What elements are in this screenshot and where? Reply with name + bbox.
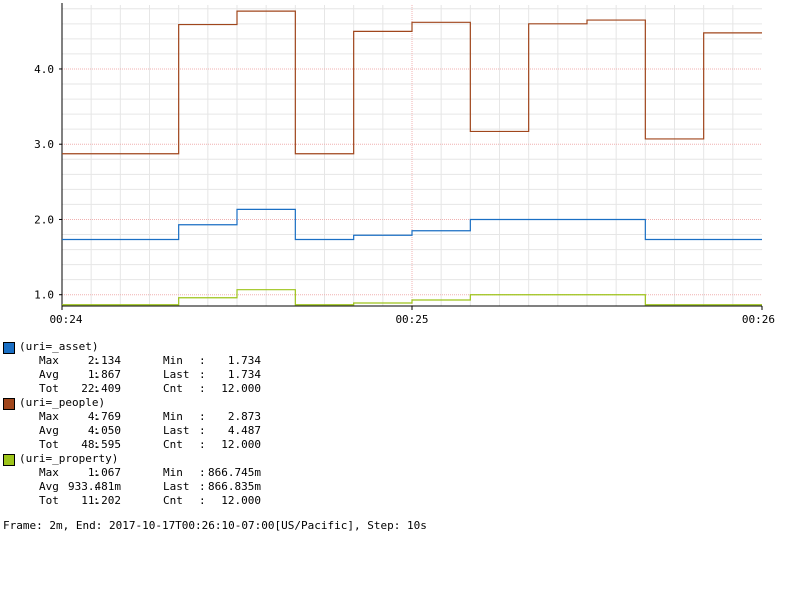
x-tick-label: 00:25	[395, 313, 428, 326]
legend-swatch-property	[3, 454, 15, 466]
legend-stat-row: Tot : 22.409 Cnt : 12.000	[3, 382, 261, 396]
stat-label: Max	[39, 354, 59, 367]
stat-colon: :	[199, 480, 206, 493]
legend-stat-row: Max : 2.134 Min : 1.734	[3, 354, 261, 368]
legend-stat-row: Max : 1.067 Min : 866.745m	[3, 466, 261, 480]
stat-colon: :	[199, 494, 206, 507]
legend-series-property: (uri=_property) Max : 1.067 Min : 866.74…	[3, 452, 783, 508]
legend-stat-row: Avg : 4.050 Last : 4.487	[3, 424, 261, 438]
stat-value: 866.745m	[208, 466, 261, 479]
footer-summary: Frame: 2m, End: 2017-10-17T00:26:10-07:0…	[3, 519, 427, 532]
y-tick-label: 4.0	[34, 63, 54, 76]
stat-value: 1.734	[227, 354, 261, 367]
stat-colon: :	[199, 438, 206, 451]
legend-series-name: (uri=_people)	[19, 396, 106, 409]
stat-colon: :	[93, 354, 100, 367]
stat-colon: :	[199, 382, 206, 395]
stat-label: Tot	[39, 494, 59, 507]
stat-value: 2.134	[87, 354, 121, 367]
stat-colon: :	[93, 424, 100, 437]
series-line-1	[62, 10, 762, 155]
stat-value: 933.481m	[68, 480, 121, 493]
legend-series-name: (uri=_asset)	[19, 340, 99, 353]
series-line-0	[62, 208, 762, 241]
stat-label: Last	[163, 424, 190, 437]
chart: 1.0 2.0 3.0 4.0 00:24 00:25 00:26	[34, 3, 775, 326]
x-tick-label: 00:24	[49, 313, 82, 326]
legend-stat-row: Tot : 11.202 Cnt : 12.000	[3, 494, 261, 508]
y-tick-label: 3.0	[34, 138, 54, 151]
stat-label: Min	[163, 354, 183, 367]
stat-colon: :	[93, 480, 100, 493]
stat-value: 4.050	[87, 424, 121, 437]
stat-value: 11.202	[81, 494, 121, 507]
legend: (uri=_asset) Max : 2.134 Min : 1.734 Avg…	[3, 340, 783, 508]
legend-swatch-people	[3, 398, 15, 410]
stat-colon: :	[199, 410, 206, 423]
stat-colon: :	[199, 466, 206, 479]
stat-colon: :	[93, 382, 100, 395]
stat-label: Cnt	[163, 438, 183, 451]
legend-series-people: (uri=_people) Max : 4.769 Min : 2.873 Av…	[3, 396, 783, 452]
stat-label: Last	[163, 480, 190, 493]
stat-colon: :	[199, 368, 206, 381]
stat-value: 48.595	[81, 438, 121, 451]
stat-label: Min	[163, 410, 183, 423]
stat-value: 4.769	[87, 410, 121, 423]
legend-stat-row: Avg : 933.481m Last : 866.835m	[3, 480, 261, 494]
legend-stat-row: Tot : 48.595 Cnt : 12.000	[3, 438, 261, 452]
legend-stat-row: Max : 4.769 Min : 2.873	[3, 410, 261, 424]
stat-value: 12.000	[221, 494, 261, 507]
stat-label: Min	[163, 466, 183, 479]
y-tick-label: 2.0	[34, 213, 54, 226]
stat-colon: :	[93, 410, 100, 423]
legend-series-name: (uri=_property)	[19, 452, 119, 465]
stat-value: 12.000	[221, 438, 261, 451]
stat-label: Tot	[39, 382, 59, 395]
stat-value: 1.867	[87, 368, 121, 381]
stat-label: Cnt	[163, 494, 183, 507]
stat-value: 866.835m	[208, 480, 261, 493]
stat-label: Last	[163, 368, 190, 381]
stat-label: Avg	[39, 424, 59, 437]
stat-value: 1.734	[227, 368, 261, 381]
stat-colon: :	[93, 494, 100, 507]
stat-label: Max	[39, 466, 59, 479]
stat-label: Avg	[39, 368, 59, 381]
stat-value: 1.067	[87, 466, 121, 479]
legend-swatch-asset	[3, 342, 15, 354]
stat-label: Avg	[39, 480, 59, 493]
stat-colon: :	[199, 354, 206, 367]
stat-label: Cnt	[163, 382, 183, 395]
y-tick-label: 1.0	[34, 289, 54, 302]
stat-value: 2.873	[227, 410, 261, 423]
legend-stat-row: Avg : 1.867 Last : 1.734	[3, 368, 261, 382]
stat-value: 12.000	[221, 382, 261, 395]
legend-series-asset: (uri=_asset) Max : 2.134 Min : 1.734 Avg…	[3, 340, 783, 396]
stat-label: Max	[39, 410, 59, 423]
stat-colon: :	[93, 466, 100, 479]
stat-colon: :	[93, 438, 100, 451]
x-tick-label: 00:26	[742, 313, 775, 326]
series-line-2	[62, 289, 762, 306]
stat-colon: :	[93, 368, 100, 381]
stat-value: 22.409	[81, 382, 121, 395]
stat-label: Tot	[39, 438, 59, 451]
stat-colon: :	[199, 424, 206, 437]
stat-value: 4.487	[227, 424, 261, 437]
